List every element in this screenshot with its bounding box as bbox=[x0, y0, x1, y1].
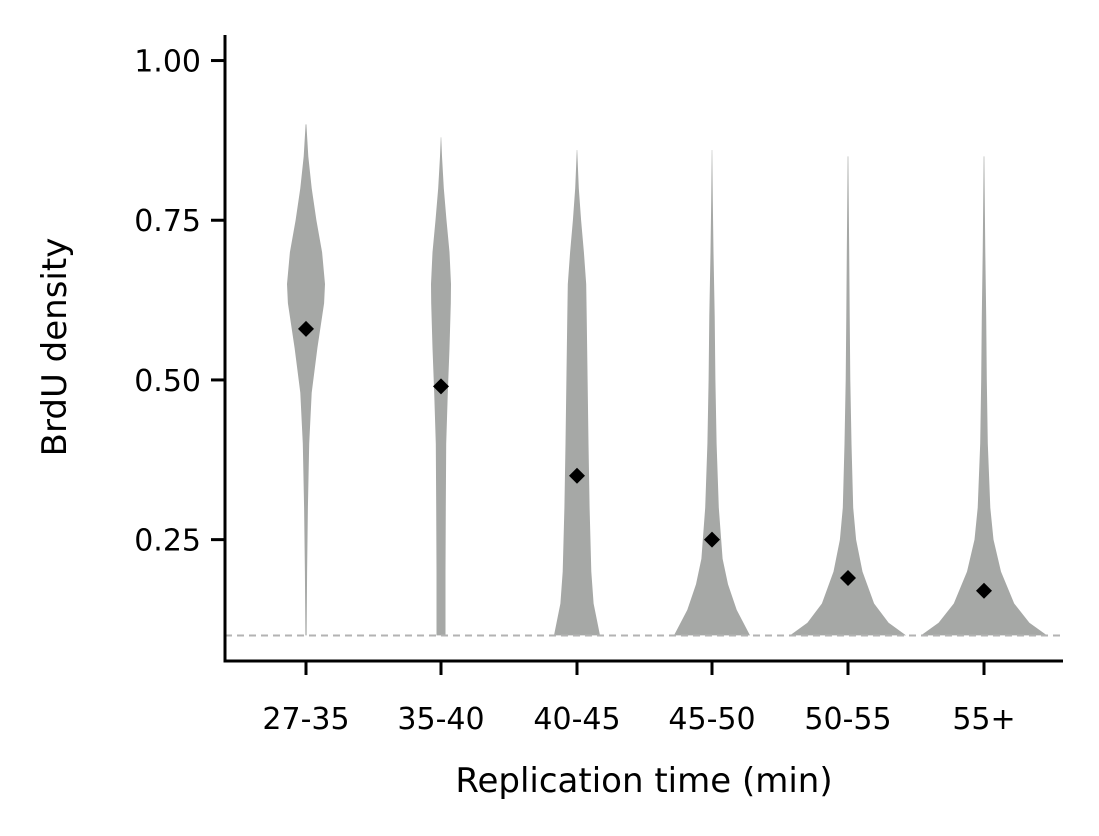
violin-27-35 bbox=[287, 124, 325, 636]
axes-group: 0.25 0.50 0.75 1.00 27-35 35-40 40-45 45-50 50-5… bbox=[134, 35, 1063, 737]
mean-marker-50-55 bbox=[840, 569, 856, 586]
mean-marker-27-35 bbox=[298, 320, 314, 337]
x-axis-label: Replication time (min) bbox=[455, 761, 832, 801]
x-tick-label: 50-55 bbox=[804, 702, 891, 737]
mean-marker-40-45 bbox=[569, 467, 585, 484]
y-tick-label: 0.75 bbox=[134, 204, 201, 239]
mean-marker-45-50 bbox=[704, 531, 720, 548]
x-tick-label: 27-35 bbox=[262, 702, 349, 737]
x-tick-label: 40-45 bbox=[533, 702, 620, 737]
x-tick-label: 55+ bbox=[952, 702, 1015, 737]
y-tick-label: 0.50 bbox=[134, 364, 201, 399]
mean-marker-55+ bbox=[976, 582, 992, 599]
violin-45-50 bbox=[674, 150, 750, 636]
violin-55+ bbox=[921, 156, 1047, 636]
y-tick-label: 1.00 bbox=[134, 45, 201, 80]
violin-50-55 bbox=[790, 156, 906, 636]
mean-marker-35-40 bbox=[433, 378, 449, 395]
mean-markers-group bbox=[298, 320, 992, 599]
violin-40-45 bbox=[554, 150, 600, 636]
y-tick-label: 0.25 bbox=[134, 524, 201, 559]
y-axis-label: BrdU density bbox=[35, 238, 75, 457]
x-tick-label: 35-40 bbox=[397, 702, 484, 737]
violins-group bbox=[287, 124, 1047, 636]
x-tick-label: 45-50 bbox=[668, 702, 755, 737]
